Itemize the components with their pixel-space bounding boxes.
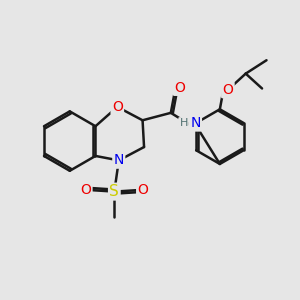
Text: S: S: [110, 184, 119, 199]
Text: O: O: [174, 81, 185, 94]
Text: N: N: [190, 116, 201, 130]
Text: O: O: [137, 183, 148, 197]
Text: N: N: [114, 153, 124, 167]
Text: O: O: [80, 183, 91, 197]
Text: H: H: [179, 118, 188, 128]
Text: O: O: [112, 100, 123, 114]
Text: O: O: [222, 83, 233, 97]
